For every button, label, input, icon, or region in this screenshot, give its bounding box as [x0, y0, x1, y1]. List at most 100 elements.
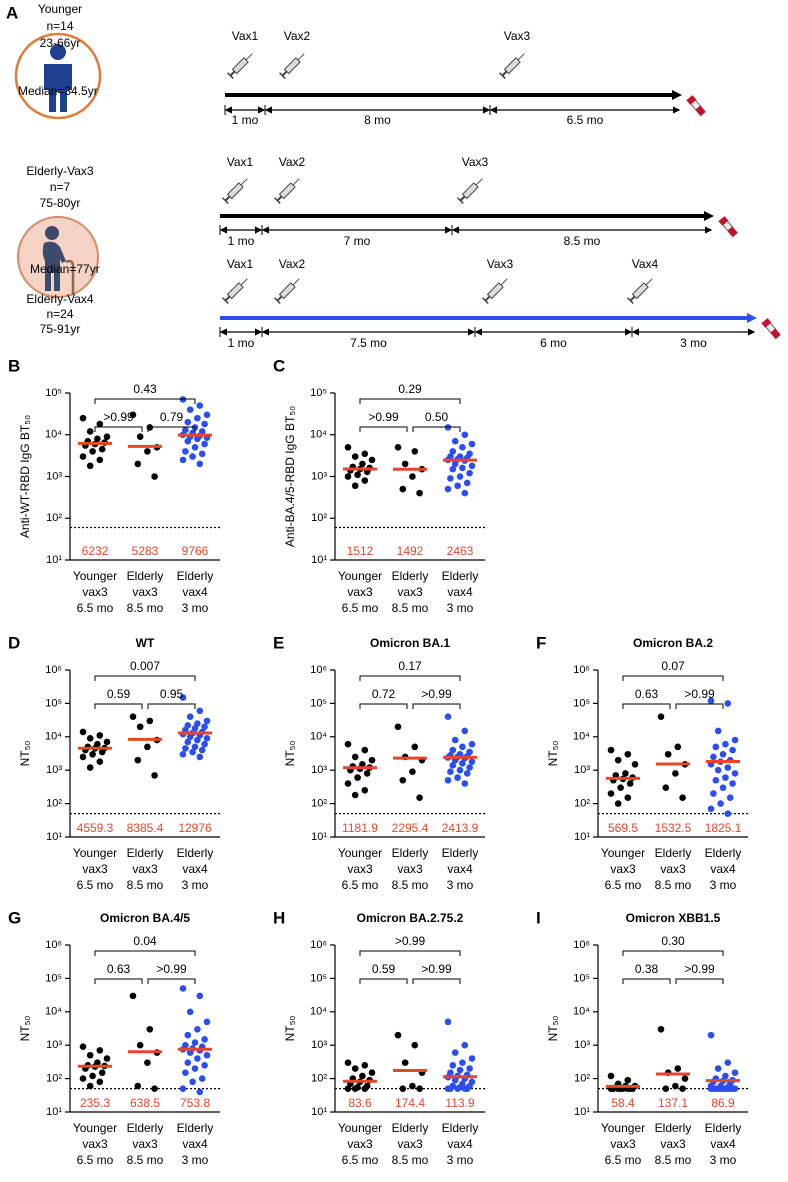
x-tick-label: 3 mo: [447, 878, 474, 892]
dot: [681, 1075, 689, 1082]
dot: [714, 1065, 722, 1072]
panel-title: WT: [136, 636, 155, 650]
dot: [361, 1085, 369, 1092]
vaccine-label: Vax2: [279, 257, 306, 271]
dot: [198, 746, 206, 754]
dot: [351, 753, 359, 761]
median-label: 8385.4: [127, 821, 164, 835]
x-tick-label: vax3: [397, 862, 423, 876]
dot: [129, 713, 137, 720]
dot: [134, 460, 142, 468]
syringe: [274, 278, 300, 304]
x-tick-label: vax3: [610, 862, 636, 876]
x-tick-label: 3 mo: [447, 601, 474, 615]
syringe-plunger: [484, 295, 491, 302]
median-label: 83.6: [348, 1096, 372, 1110]
group-name: Elderly-Vax4: [26, 292, 93, 306]
median-label: 638.5: [130, 1096, 160, 1110]
blood-tube: [718, 216, 739, 238]
panel-title: Omicron BA.2.75.2: [357, 911, 464, 925]
dot: [203, 1018, 211, 1026]
dot: [449, 746, 457, 754]
x-tick-label: Younger: [338, 1121, 382, 1135]
y-tick-label: 10⁴: [310, 429, 327, 441]
dot: [201, 1036, 208, 1043]
dot: [344, 780, 352, 787]
syringe-needle: [517, 53, 525, 61]
p-value: 0.63: [635, 687, 659, 701]
dot: [726, 794, 734, 802]
y-axis-label: NT₅₀: [546, 741, 560, 767]
dot: [729, 780, 736, 787]
dot: [409, 768, 416, 776]
vaccine-label: Vax3: [487, 257, 514, 271]
x-tick-label: 6.5 mo: [342, 601, 379, 615]
x-tick-label: Elderly: [127, 1121, 164, 1135]
dot: [196, 753, 204, 761]
x-tick-label: vax3: [132, 862, 158, 876]
x-tick-label: Elderly: [705, 846, 742, 860]
dot: [468, 758, 476, 765]
bracket: [359, 398, 461, 404]
dot: [79, 1075, 87, 1082]
x-tick-label: vax3: [397, 1137, 423, 1151]
x-tick-label: Elderly: [442, 1121, 479, 1135]
dot: [468, 462, 476, 470]
dot: [86, 735, 94, 742]
person-body: [44, 64, 72, 112]
panel-letter: F: [536, 633, 546, 652]
x-tick-label: Younger: [73, 1121, 117, 1135]
dot: [617, 784, 624, 791]
bracket: [94, 978, 143, 984]
dot: [98, 748, 106, 756]
tube-blood: [695, 105, 706, 116]
dot: [416, 794, 423, 802]
y-tick-label: 10⁴: [573, 1006, 590, 1018]
dot: [729, 746, 736, 754]
median-label: 9766: [182, 544, 209, 558]
dot: [363, 770, 371, 777]
dot: [351, 1065, 359, 1072]
syringe-grip: [274, 197, 281, 204]
y-axis-label: Anti-WT-RBD IgG BT₅₀: [18, 415, 32, 538]
p-value: 0.007: [130, 659, 160, 673]
bracket: [94, 675, 196, 681]
x-tick-label: Elderly: [442, 846, 479, 860]
vaccine-label: Vax1: [227, 257, 254, 271]
syringe: [499, 53, 525, 79]
dot: [189, 1078, 196, 1086]
median-label: 1532.5: [655, 821, 692, 835]
dot: [191, 1039, 199, 1046]
dot: [201, 440, 208, 448]
dot: [129, 992, 137, 1000]
interval-label: 7 mo: [344, 234, 371, 248]
dot: [96, 1047, 104, 1054]
dot: [86, 428, 94, 435]
x-tick-label: Elderly: [655, 846, 692, 860]
panel-letter: B: [8, 356, 20, 375]
syringe-plunger: [224, 195, 231, 202]
dot: [717, 1085, 724, 1092]
panel-letter: A: [6, 3, 18, 22]
x-tick-label: vax3: [610, 1137, 636, 1151]
y-tick-label: 10³: [46, 470, 62, 482]
bracket: [622, 675, 724, 681]
tube-cap: [761, 318, 772, 328]
bracket: [359, 703, 408, 709]
tube-cap: [718, 216, 729, 226]
dot: [451, 736, 459, 744]
dot: [146, 717, 154, 725]
x-tick-label: Elderly: [392, 1121, 429, 1135]
syringe-needle: [292, 278, 300, 286]
syringe: [457, 178, 483, 204]
dot: [194, 414, 201, 422]
dot: [368, 1069, 376, 1077]
dot: [707, 805, 715, 813]
y-tick-label: 10⁶: [573, 939, 590, 951]
dot: [194, 1055, 201, 1062]
dot: [196, 992, 204, 1000]
x-tick-label: Elderly: [127, 846, 164, 860]
dot: [89, 1072, 96, 1080]
timeline-head: [672, 90, 682, 100]
timeline-head: [704, 211, 714, 221]
